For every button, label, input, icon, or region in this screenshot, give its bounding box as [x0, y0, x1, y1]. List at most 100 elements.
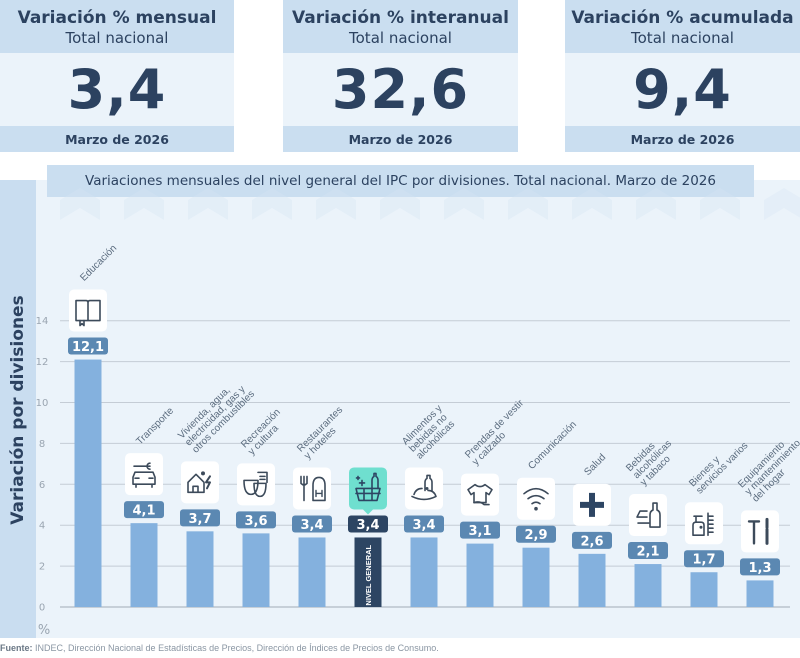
bottle-glass-icon	[636, 502, 661, 528]
icon-box	[181, 461, 219, 504]
grid-layer: 0 2 4 6 8 10 12 14%	[36, 188, 800, 638]
pattern-shape	[60, 188, 100, 220]
pattern-shape	[444, 188, 484, 220]
y-unit-label: %	[38, 623, 50, 638]
y-tick-label: 2	[39, 562, 45, 573]
source-label: Fuente:	[0, 643, 33, 653]
kpi-card-yearly: Variación % interanual Total nacional 32,…	[283, 0, 518, 152]
bar	[186, 531, 214, 607]
data-label: 12,1	[72, 340, 104, 355]
data-label: 3,1	[468, 524, 491, 539]
icon-box	[125, 453, 163, 496]
value-badge	[292, 515, 332, 533]
pattern-shape	[508, 188, 548, 220]
pattern-shape	[252, 188, 292, 220]
car-wrench-icon	[132, 462, 156, 488]
y-tick-label: 4	[39, 521, 45, 532]
value-badge	[348, 515, 388, 533]
tools-icon	[747, 517, 769, 545]
icon-box	[741, 510, 779, 553]
kpi-title: Variación % acumulada	[571, 8, 794, 28]
data-label: 3,4	[300, 518, 323, 533]
y-tick-label: 8	[39, 439, 45, 450]
data-label: 2,6	[580, 534, 603, 549]
value-badge	[460, 521, 500, 539]
kpi-card-accumulated: Variación % acumulada Total nacional 9,4 …	[565, 0, 800, 152]
y-axis-band	[0, 180, 36, 638]
bar	[522, 547, 550, 607]
category-label: Salud	[582, 452, 608, 478]
data-label: 3,4	[356, 518, 379, 533]
bar-inner-label: NIVEL GENERAL	[364, 544, 373, 605]
icon-box-pointer	[363, 509, 373, 515]
kpi-date: Marzo de 2026	[630, 132, 735, 147]
bar	[746, 580, 774, 607]
pattern-shape	[700, 188, 740, 220]
category-label-line: Salud	[582, 452, 608, 478]
background-pattern	[60, 188, 800, 220]
bar	[298, 537, 326, 607]
value-badge	[404, 515, 444, 533]
bar	[578, 553, 606, 607]
kpi-value: 3,4	[67, 58, 167, 121]
pattern-shape	[316, 188, 356, 220]
value-badge	[236, 511, 276, 529]
value-badge	[124, 501, 164, 519]
source-note: Fuente: INDEC, Dirección Nacional de Est…	[0, 643, 439, 653]
pattern-shape	[572, 188, 612, 220]
fork-hotel-icon	[300, 475, 326, 502]
kpi-subtitle: Total nacional	[65, 29, 169, 47]
health-cross-icon	[580, 492, 604, 517]
category-label: Transporte	[134, 405, 176, 447]
hygiene-comb-icon	[692, 512, 714, 537]
kpi-title: Variación % interanual	[292, 8, 509, 28]
value-badge	[180, 509, 220, 527]
value-badge	[684, 550, 724, 568]
icon-box	[517, 477, 555, 520]
kpi-value: 32,6	[331, 58, 470, 121]
category-label-line: Transporte	[134, 405, 176, 447]
category-label-line: Educación	[78, 243, 119, 284]
wifi-icon	[523, 487, 549, 511]
kpi-value: 9,4	[633, 58, 732, 121]
data-label: 4,1	[132, 504, 155, 519]
kpi-title: Variación % mensual	[17, 8, 217, 28]
chart-title-box: Variaciones mensuales del nivel general …	[47, 165, 754, 197]
basket-icon	[355, 472, 381, 502]
category-label: Educación	[78, 243, 119, 284]
data-label: 1,7	[692, 553, 715, 568]
bar	[354, 537, 382, 607]
kpi-subtitle: Total nacional	[631, 29, 734, 47]
bar	[130, 523, 158, 607]
food-bottle-icon	[411, 474, 437, 501]
data-label: 3,7	[188, 512, 211, 527]
pattern-shape	[636, 188, 676, 220]
value-badge	[68, 337, 108, 355]
bar	[242, 533, 270, 607]
category-label-line: Comunicación	[526, 419, 579, 472]
bar	[466, 543, 494, 607]
book-icon	[75, 299, 101, 327]
pattern-shape	[124, 188, 164, 220]
house-utilities-icon	[187, 471, 211, 494]
icon-box	[629, 494, 667, 537]
bar	[634, 564, 662, 607]
value-badge	[572, 531, 612, 549]
icon-box	[461, 473, 499, 516]
y-tick-label: 0	[39, 603, 45, 614]
bar	[74, 359, 102, 607]
icon-box	[237, 463, 275, 506]
category-label: Comunicación	[526, 419, 579, 472]
data-label: 2,1	[636, 545, 659, 560]
pattern-shape	[380, 188, 420, 220]
pattern-shape	[764, 188, 800, 220]
theater-masks-icon	[243, 471, 268, 498]
